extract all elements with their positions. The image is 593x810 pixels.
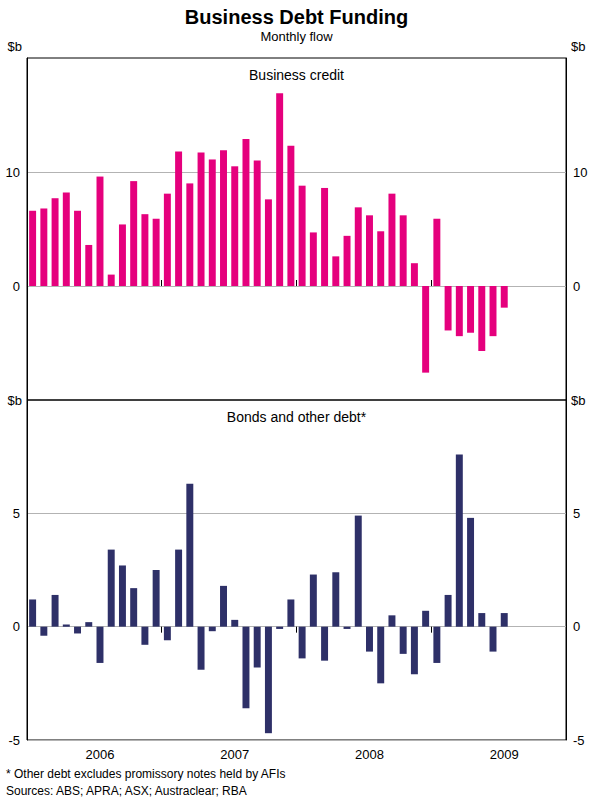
svg-text:0: 0 [13, 279, 20, 294]
svg-text:Bonds and other debt*: Bonds and other debt* [227, 409, 367, 425]
svg-text:Monthly flow: Monthly flow [260, 29, 333, 44]
svg-text:$b: $b [8, 393, 22, 408]
svg-text:Business credit: Business credit [249, 67, 344, 83]
svg-text:Sources: ABS; APRA; ASX; Austr: Sources: ABS; APRA; ASX; Austraclear; RB… [6, 784, 247, 798]
svg-text:5: 5 [573, 506, 580, 521]
svg-text:10: 10 [573, 165, 587, 180]
svg-text:$b: $b [571, 39, 585, 54]
svg-text:2007: 2007 [220, 747, 249, 762]
svg-text:2008: 2008 [355, 747, 384, 762]
svg-text:0: 0 [573, 619, 580, 634]
svg-text:0: 0 [13, 619, 20, 634]
svg-text:5: 5 [13, 506, 20, 521]
svg-text:$b: $b [8, 39, 22, 54]
svg-text:10: 10 [6, 165, 20, 180]
svg-text:0: 0 [573, 279, 580, 294]
svg-text:-5: -5 [8, 733, 20, 748]
svg-text:* Other debt excludes promisso: * Other debt excludes promissory notes h… [6, 767, 285, 781]
svg-text:$b: $b [571, 393, 585, 408]
svg-text:-5: -5 [573, 733, 585, 748]
svg-text:Business Debt Funding: Business Debt Funding [185, 6, 408, 28]
svg-text:2006: 2006 [86, 747, 115, 762]
svg-text:2009: 2009 [490, 747, 519, 762]
